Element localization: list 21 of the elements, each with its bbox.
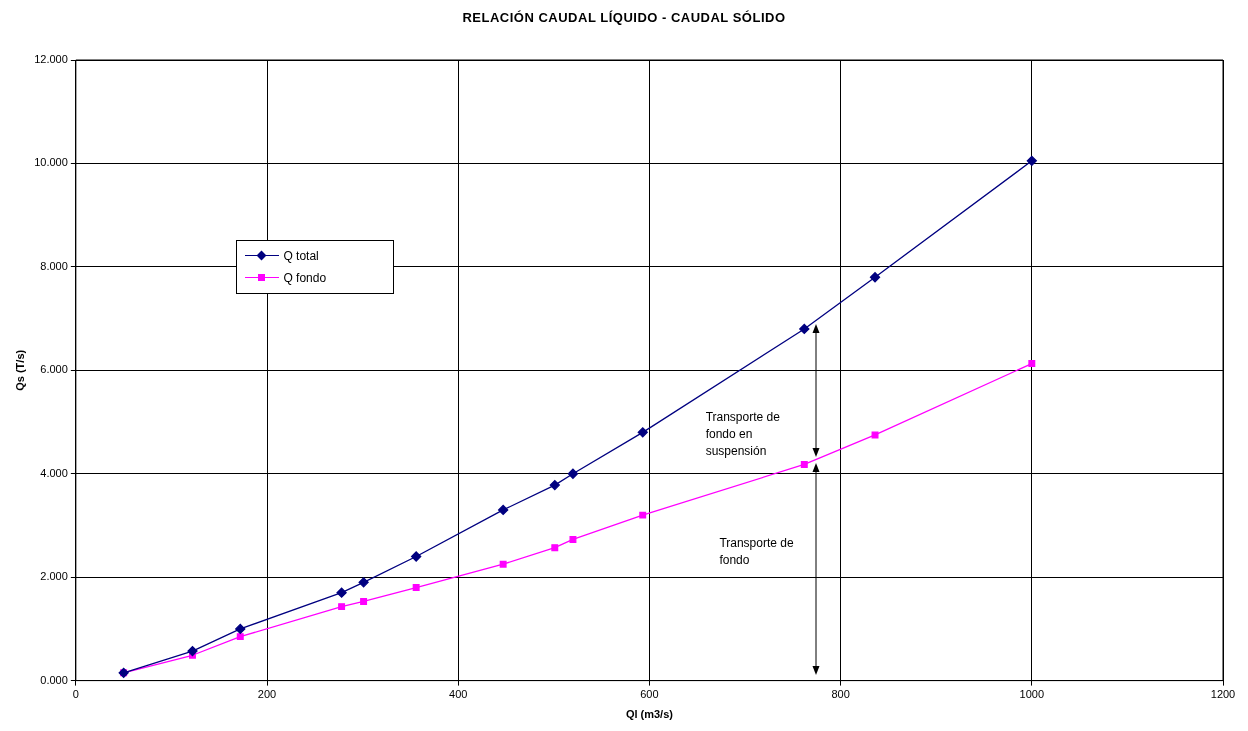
x-axis-title: Ql (m3/s): [625, 708, 674, 721]
annotation: Transporte de fondo en suspensión: [705, 409, 781, 461]
legend-label: Q fondo: [283, 270, 327, 285]
x-tick-label: 1000: [1019, 688, 1045, 701]
y-tick-label: 8.000: [40, 259, 68, 272]
y-tick-label: 2.000: [40, 570, 68, 583]
y-tick-label: 6.000: [40, 363, 68, 376]
y-tick-label: 0.000: [40, 673, 68, 686]
x-tick-label: 200: [257, 688, 277, 701]
legend-label: Q total: [283, 248, 319, 263]
x-tick-label: 0: [72, 688, 79, 701]
x-tick-label: 600: [640, 688, 659, 701]
y-tick-label: 10.000: [34, 156, 68, 169]
y-axis-title: Qs (T/s): [13, 349, 26, 391]
y-tick-label: 12.000: [34, 53, 68, 66]
y-tick-label: 4.000: [40, 466, 68, 479]
annotation: Transporte de fondo: [719, 535, 795, 570]
x-tick-label: 400: [449, 688, 468, 701]
x-tick-label: 1200: [1210, 688, 1236, 701]
chart-title: RELACIÓN CAUDAL LÍQUIDO - CAUDAL SÓLIDO: [461, 10, 787, 25]
x-tick-label: 800: [831, 688, 850, 701]
